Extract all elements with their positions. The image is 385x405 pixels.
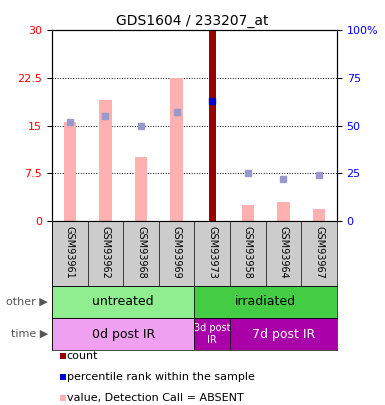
Text: GSM93958: GSM93958 — [243, 226, 253, 279]
Text: irradiated: irradiated — [235, 295, 296, 308]
Bar — [99, 100, 112, 221]
Bar — [52, 318, 194, 350]
Bar — [277, 202, 290, 221]
Text: value, Detection Call = ABSENT: value, Detection Call = ABSENT — [67, 393, 243, 403]
Bar — [135, 157, 147, 221]
Text: 7d post IR: 7d post IR — [252, 328, 315, 341]
Text: other ▶: other ▶ — [7, 297, 48, 307]
Text: GSM93969: GSM93969 — [172, 226, 182, 279]
Text: percentile rank within the sample: percentile rank within the sample — [67, 372, 254, 382]
Bar — [313, 209, 325, 221]
Text: GSM93967: GSM93967 — [314, 226, 324, 279]
Text: GDS1604 / 233207_at: GDS1604 / 233207_at — [116, 14, 269, 28]
Text: 0d post IR: 0d post IR — [92, 328, 155, 341]
Text: GSM93962: GSM93962 — [100, 226, 110, 279]
Text: 3d post
IR: 3d post IR — [194, 323, 231, 345]
Bar — [242, 205, 254, 221]
Bar — [52, 286, 194, 318]
Text: time ▶: time ▶ — [11, 329, 48, 339]
Text: GSM93968: GSM93968 — [136, 226, 146, 279]
Text: GSM93964: GSM93964 — [278, 226, 288, 279]
Bar — [194, 318, 230, 350]
Bar — [171, 78, 183, 221]
Bar — [194, 286, 337, 318]
Bar — [230, 318, 337, 350]
Bar — [64, 122, 76, 221]
Text: GSM93973: GSM93973 — [207, 226, 217, 279]
Text: count: count — [67, 351, 98, 360]
Text: GSM93961: GSM93961 — [65, 226, 75, 279]
Bar — [209, 30, 216, 221]
Text: untreated: untreated — [92, 295, 154, 308]
